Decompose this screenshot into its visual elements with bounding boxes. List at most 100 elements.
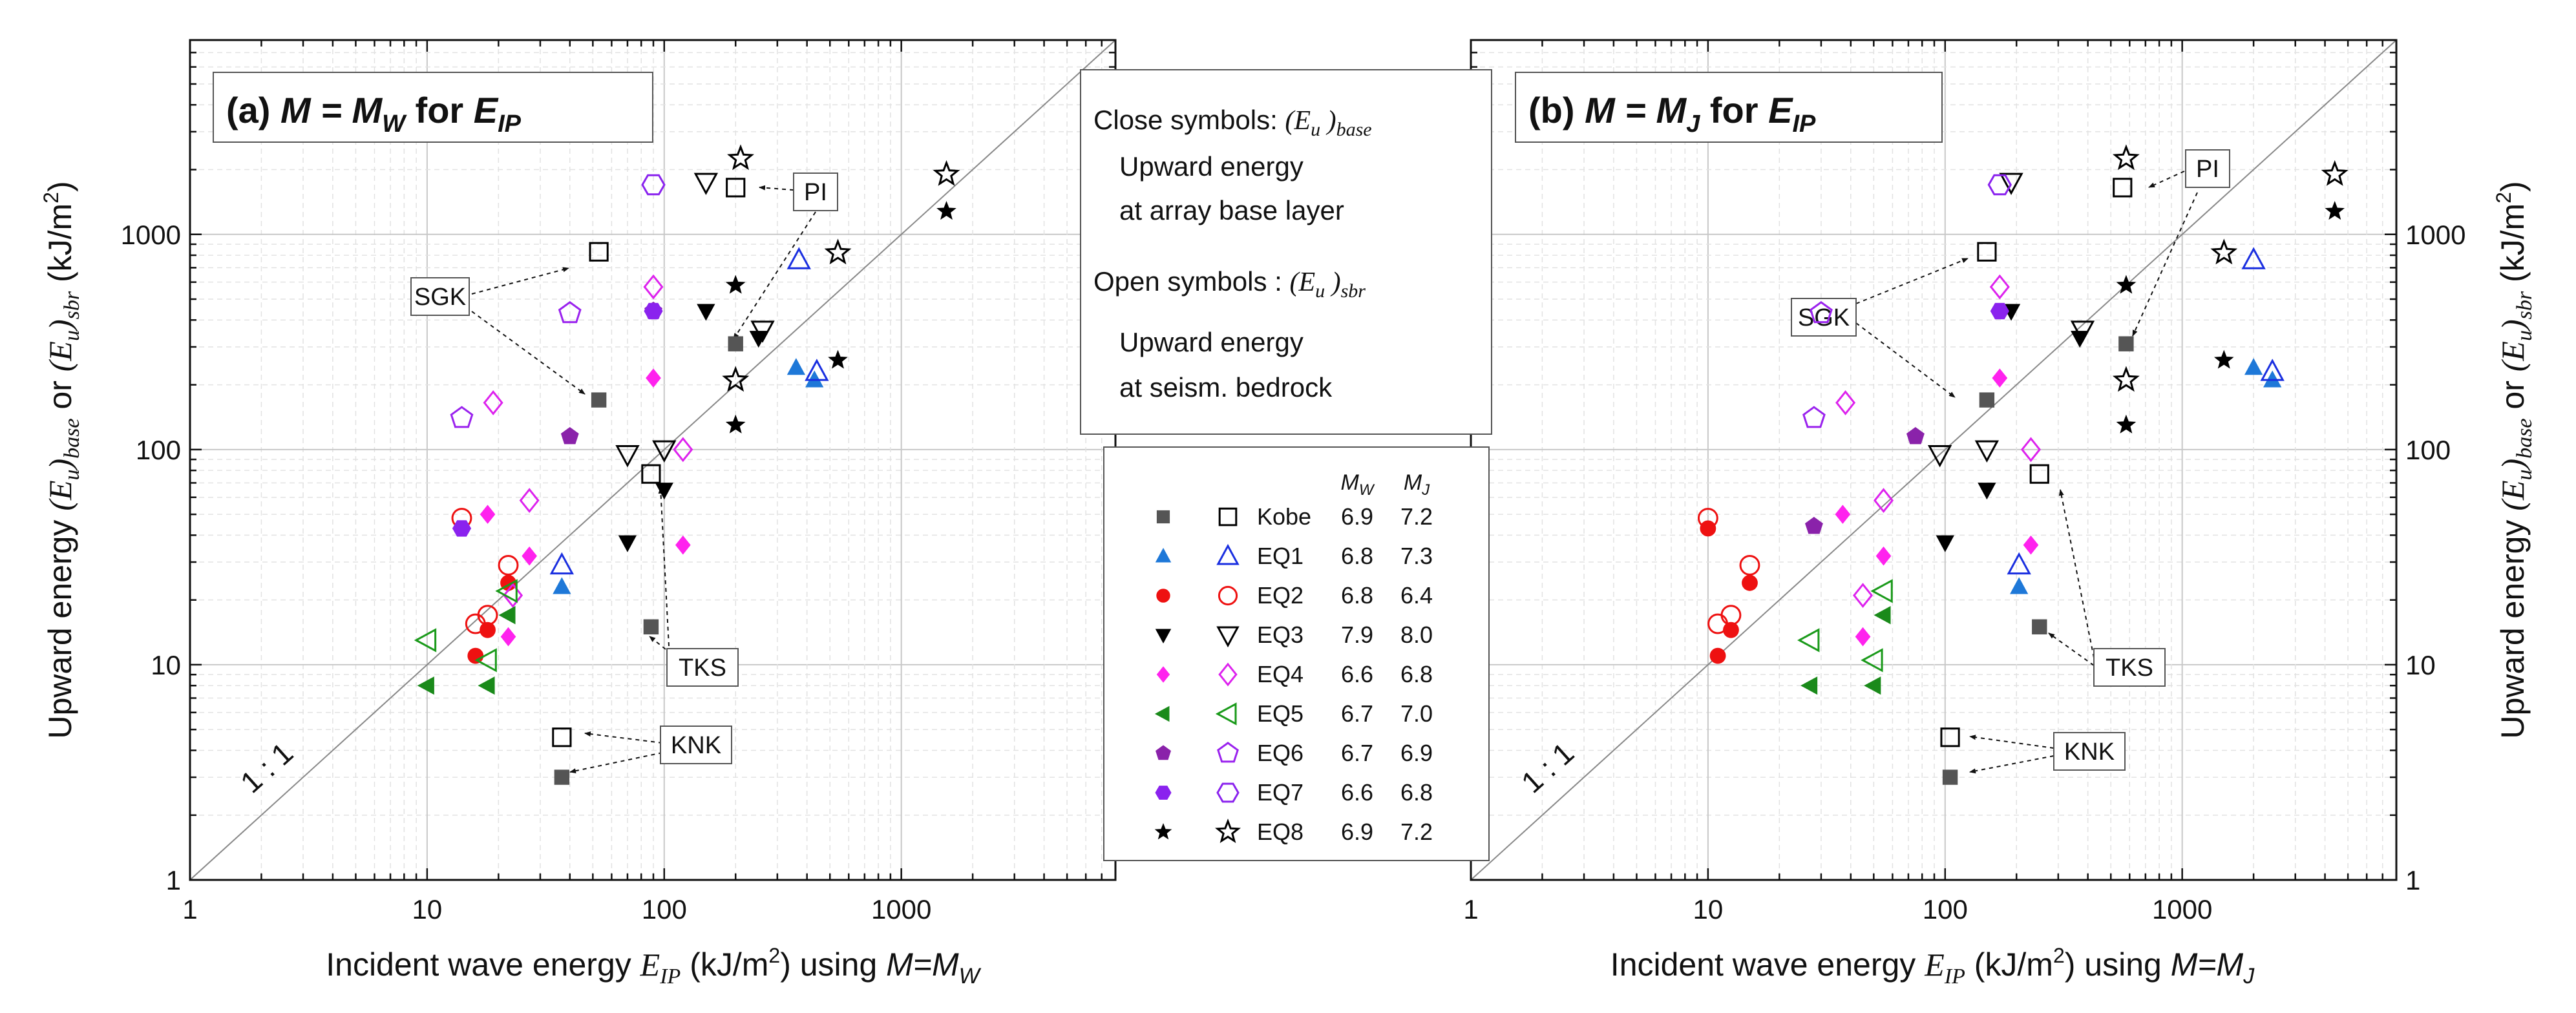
panel-title-box-b xyxy=(1515,72,1943,143)
marker-eq4-open xyxy=(519,488,540,514)
close-desc-1: Upward energy xyxy=(1119,151,1304,182)
marker-kobe-closed xyxy=(643,619,659,634)
y-axis-label-right: Upward energy (Eu)base or (Eu)sbr (kJ/m2… xyxy=(2492,181,2537,738)
marker-kobe-open xyxy=(1940,727,1960,747)
marker-eq3-closed xyxy=(655,483,673,500)
annotations-b: SGK PI TKS KNK xyxy=(1791,149,2230,774)
y-tick-label: 100 xyxy=(136,435,181,465)
marker-eq1-closed xyxy=(787,358,806,375)
one-to-one-line-a xyxy=(189,39,1116,881)
legend-eq1-open-icon xyxy=(1216,543,1240,565)
marker-eq6-open xyxy=(1810,301,1833,324)
marker-eq4-closed xyxy=(2023,535,2039,555)
label-knk-b: KNK xyxy=(2064,738,2115,766)
marker-eq3-open xyxy=(652,440,677,463)
marker-eq8-closed xyxy=(2213,350,2234,369)
marker-kobe-open xyxy=(2113,178,2133,198)
legend-eq1-name: EQ1 xyxy=(1257,543,1304,569)
label-pi-a: PI xyxy=(804,179,827,206)
marker-eq4-open xyxy=(673,437,693,463)
symbol-info-box: Close symbols: (Eu )base Upward energy a… xyxy=(1080,69,1492,435)
marker-eq8-open xyxy=(2210,238,2238,265)
markers-b xyxy=(1697,144,2349,785)
marker-eq1-open xyxy=(805,359,829,381)
legend-eq4-open-icon xyxy=(1218,662,1238,687)
close-symbols-line: Close symbols: (Eu )base xyxy=(1093,105,1372,140)
marker-eq1-open xyxy=(549,552,575,575)
legend-kobe-closed-icon xyxy=(1156,510,1170,524)
legend-eq3-open-icon xyxy=(1216,626,1240,648)
legend-eq8-closed-icon xyxy=(1154,823,1172,840)
x-axis-label-a: Incident wave energy EIP (kJ/m2) using M… xyxy=(326,944,981,988)
legend-eq5-closed-icon xyxy=(1154,705,1170,722)
legend-eq6-closed-icon xyxy=(1156,745,1171,760)
y-tick-label: 10 xyxy=(2405,650,2436,680)
marker-eq7-open xyxy=(1987,174,2012,196)
legend-eq7-open-icon xyxy=(1216,782,1240,803)
marker-eq3-open xyxy=(1927,445,1952,468)
marker-eq8-closed xyxy=(828,350,848,369)
legend-eq6-mj: 6.9 xyxy=(1400,740,1433,766)
label-sgk-b: SGK xyxy=(1798,304,1850,331)
ticks-b: 1 10 100 1000 1 10 100 1000 xyxy=(1463,39,2465,924)
legend-eq5-open-icon xyxy=(1215,702,1237,726)
open-symbols-line: Open symbols : (Eu )sbr xyxy=(1093,266,1366,302)
marker-eq2-open xyxy=(498,554,519,576)
marker-eq1-open xyxy=(2260,359,2285,381)
x-tick-label: 1 xyxy=(182,894,197,924)
marker-eq7-open xyxy=(641,174,666,196)
marker-eq8-open xyxy=(727,144,754,171)
label-box-tks-b xyxy=(2093,648,2166,687)
legend-header-mj: MJ xyxy=(1404,470,1430,499)
marker-eq6-open xyxy=(450,406,474,428)
legend-eq7-mw: 6.6 xyxy=(1341,779,1373,806)
marker-eq1-open xyxy=(2241,247,2266,269)
marker-eq1-closed xyxy=(553,577,571,594)
legend-eq8-mw: 6.9 xyxy=(1341,819,1373,845)
legend-eq7-closed-icon xyxy=(1155,786,1172,800)
marker-eq1-open xyxy=(787,247,811,269)
legend-eq1-mw: 6.8 xyxy=(1341,543,1373,569)
marker-kobe-open xyxy=(2029,464,2049,484)
marker-kobe-closed xyxy=(1979,392,1995,408)
marker-eq4-closed xyxy=(1875,546,1892,566)
marker-kobe-closed xyxy=(1942,769,1958,785)
annotations-a: SGK PI TKS KNK xyxy=(410,172,838,774)
marker-eq4-closed xyxy=(480,505,496,524)
marker-eq5-closed xyxy=(1874,606,1891,625)
marker-eq3-open xyxy=(2070,320,2095,343)
label-box-tks-a xyxy=(666,648,739,687)
marker-eq3-closed xyxy=(697,304,715,321)
legend-eq8-mj: 7.2 xyxy=(1400,819,1433,845)
marker-eq6-closed xyxy=(560,426,579,444)
legend: MW MJ Kobe 6.9 7.2 EQ1 6.8 7.3 EQ2 6.8 6.4 EQ3 7.9… xyxy=(1103,446,1490,861)
marker-kobe-closed xyxy=(554,769,570,785)
legend-kobe-mw: 6.9 xyxy=(1341,503,1373,530)
one-to-one-line-b xyxy=(1470,39,2397,881)
marker-eq4-closed xyxy=(522,546,537,566)
marker-eq8-closed xyxy=(2116,414,2137,433)
panel-title-b: (b) M = MJ for EIP xyxy=(1528,90,1816,138)
x-axis-label-b: Incident wave energy EIP (kJ/m2) using M… xyxy=(1610,944,2255,988)
marker-eq5-open xyxy=(414,628,437,653)
ticks-a: 1 10 100 1000 1 10 100 1000 xyxy=(121,39,1117,924)
marker-eq4-open xyxy=(1835,390,1856,415)
marker-eq5-open xyxy=(1797,628,1820,653)
panel-title-a: (a) M = MW for EIP xyxy=(226,90,522,138)
label-box-knk-b xyxy=(2053,732,2126,771)
marker-eq5-closed xyxy=(498,606,516,625)
marker-eq2-open xyxy=(1739,554,1760,576)
marker-eq4-open xyxy=(1853,583,1874,609)
y-tick-label: 10 xyxy=(151,650,181,680)
legend-eq4-name: EQ4 xyxy=(1257,661,1304,687)
marker-eq8-closed xyxy=(2325,201,2345,220)
marker-eq8-open xyxy=(2321,160,2349,186)
label-tks-a: TKS xyxy=(679,654,726,682)
label-box-knk-a xyxy=(660,726,732,764)
marker-eq4-open xyxy=(503,583,523,609)
y-tick-label: 1 xyxy=(2405,865,2420,895)
legend-header-mw: MW xyxy=(1341,470,1375,499)
marker-eq4-closed xyxy=(675,535,691,555)
